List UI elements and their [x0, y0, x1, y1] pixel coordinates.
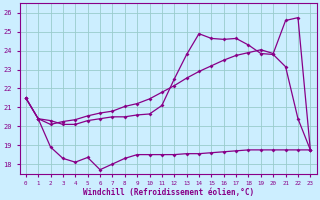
X-axis label: Windchill (Refroidissement éolien,°C): Windchill (Refroidissement éolien,°C) — [83, 188, 254, 197]
